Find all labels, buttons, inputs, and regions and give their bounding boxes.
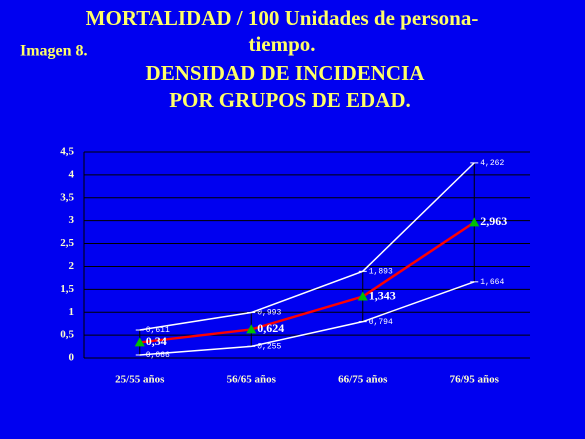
x-tick-label: 56/65 años [227, 374, 277, 386]
marker [134, 337, 145, 347]
value-label: 0,611 [146, 326, 170, 335]
series-line [139, 162, 475, 331]
value-label: 4,262 [480, 159, 504, 168]
y-tick-label: 3 [69, 214, 75, 226]
x-tick-label: 66/75 años [338, 374, 388, 386]
y-tick-label: 0 [69, 352, 75, 364]
y-tick-label: 3,5 [60, 191, 74, 203]
title-line: tiempo. [248, 32, 315, 56]
marker [246, 324, 257, 334]
y-tick-label: 0,5 [60, 329, 74, 341]
value-label: 0,255 [257, 342, 281, 351]
value-label: 0,066 [146, 351, 170, 360]
value-label: 0,34 [146, 334, 167, 348]
value-label: 0,794 [369, 318, 393, 327]
series-line [139, 221, 475, 344]
value-label: 0,993 [257, 309, 281, 318]
y-tick-label: 1,5 [60, 283, 74, 295]
series-line [139, 281, 475, 356]
subtitle-line: POR GRUPOS DE EDAD. [169, 88, 411, 112]
value-label: 0,624 [257, 321, 284, 335]
value-label: 1,893 [369, 267, 393, 276]
x-tick-label: 25/55 años [115, 374, 165, 386]
marker [469, 217, 480, 227]
value-label: 1,343 [369, 288, 396, 302]
value-label: 1,664 [480, 278, 504, 287]
y-tick-label: 4,5 [60, 146, 74, 158]
value-label: 2,963 [480, 214, 507, 228]
y-tick-label: 1 [69, 306, 75, 318]
slide-label: Imagen 8. [20, 43, 88, 60]
subtitle-line: DENSIDAD DE INCIDENCIA [146, 61, 426, 85]
y-tick-label: 4 [69, 168, 75, 180]
y-tick-label: 2,5 [60, 237, 74, 249]
y-tick-label: 2 [69, 260, 75, 272]
x-tick-label: 76/95 años [450, 374, 500, 386]
title-line: MORTALIDAD / 100 Unidades de persona- [86, 6, 479, 30]
marker [357, 291, 368, 301]
